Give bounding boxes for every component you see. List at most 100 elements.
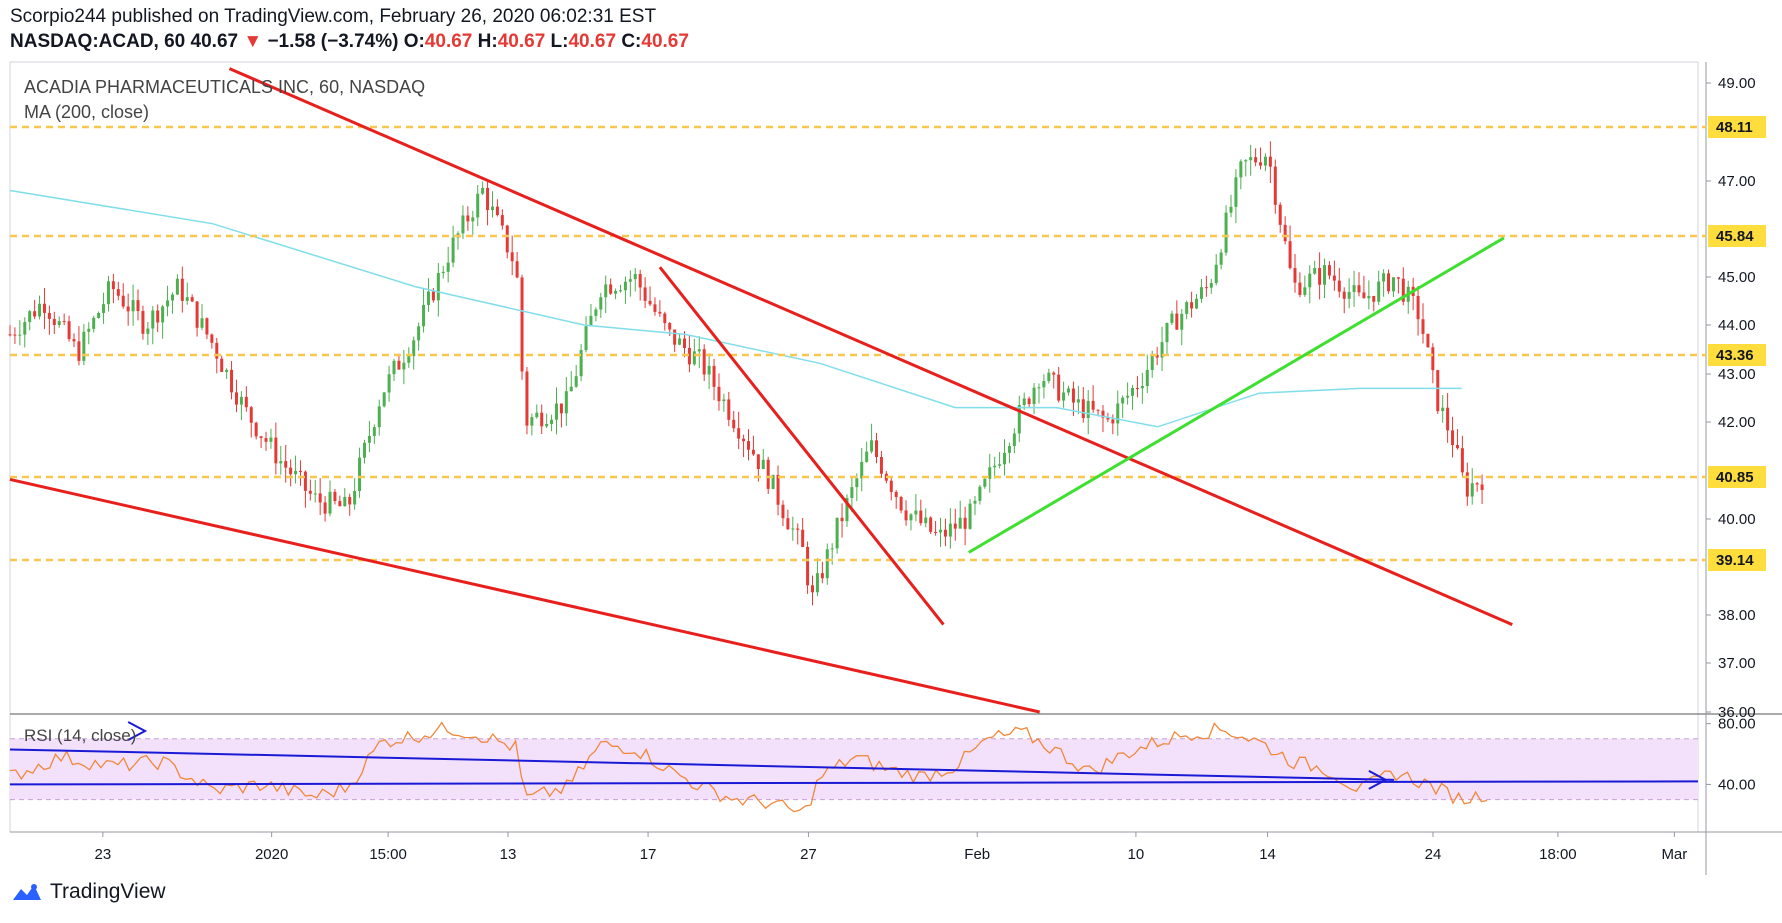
- candle-body: [1195, 298, 1199, 309]
- candle-body: [1460, 448, 1464, 473]
- candle-body: [436, 273, 440, 301]
- candle-body: [47, 312, 51, 319]
- candle-body: [131, 300, 135, 312]
- candle-body: [899, 497, 903, 511]
- candle-body: [205, 318, 209, 335]
- candle-body: [756, 454, 760, 470]
- candle-body: [486, 187, 490, 211]
- candle-body: [1042, 381, 1046, 388]
- rsi-trendline: [9, 748, 1395, 781]
- price-tick-label: 38.00: [1718, 607, 1756, 624]
- candle-body: [628, 279, 632, 282]
- level-price-badge: [1708, 225, 1766, 247]
- candle-body: [57, 321, 61, 325]
- candle-body: [97, 312, 101, 318]
- candle-body: [1185, 302, 1189, 314]
- candle-body: [402, 362, 406, 370]
- candle-body: [249, 407, 253, 423]
- price-tick-label: 36.00: [1718, 704, 1756, 721]
- candle-body: [239, 396, 243, 405]
- candle-body: [815, 573, 819, 593]
- open-value: 40.67: [424, 31, 473, 52]
- candle-body: [441, 271, 445, 274]
- candle-body: [993, 465, 997, 468]
- low-value: 40.67: [568, 31, 617, 52]
- candle-body: [1244, 160, 1248, 162]
- candle-body: [870, 440, 874, 452]
- candle-body: [116, 289, 120, 296]
- candle-body: [106, 281, 110, 305]
- candle-body: [387, 374, 391, 393]
- candle-body: [377, 406, 381, 428]
- ma-legend: MA (200, close): [24, 102, 149, 122]
- price-chart[interactable]: 49.00 47.00 45.00 44.00 43.00 42.00 40.00 38.00…: [0, 0, 1782, 880]
- price-tick-label: 47.00: [1718, 173, 1756, 190]
- candle-body: [62, 321, 66, 323]
- candle-body: [476, 193, 480, 218]
- candle-body: [1347, 291, 1351, 299]
- candle-body: [42, 303, 46, 313]
- rsi-tick-label: 40.00: [1718, 776, 1756, 793]
- candle-body: [820, 573, 824, 579]
- candle-body: [1239, 161, 1243, 178]
- candle-body: [1071, 388, 1075, 403]
- candle-body: [1337, 280, 1341, 292]
- candle-body: [18, 334, 22, 336]
- price-tick-label: 37.00: [1718, 655, 1756, 672]
- candle-body: [687, 347, 691, 365]
- tradingview-brand: TradingView: [50, 880, 166, 903]
- candle-body: [1377, 281, 1381, 302]
- candle-body: [835, 517, 839, 549]
- candle-body: [806, 546, 810, 586]
- candle-body: [1047, 372, 1051, 382]
- candle-body: [200, 318, 204, 328]
- candle-body: [161, 306, 165, 323]
- candle-body: [1086, 400, 1090, 419]
- candle-body: [1037, 387, 1041, 389]
- candle-body: [702, 349, 706, 375]
- candle-body: [1441, 407, 1445, 412]
- candle-body: [446, 262, 450, 272]
- candle-body: [796, 528, 800, 530]
- candle-body: [392, 360, 396, 375]
- candle-body: [294, 470, 298, 475]
- candle-body: [584, 326, 588, 351]
- candle-body: [1096, 409, 1100, 411]
- close-value: 40.67: [641, 31, 689, 52]
- time-tick-label: 17: [640, 846, 657, 863]
- candle-body: [929, 517, 933, 532]
- candle-body: [722, 399, 726, 402]
- candle-body: [614, 290, 618, 294]
- candle-body: [146, 328, 150, 334]
- candle-body: [82, 331, 86, 361]
- candle-body: [939, 529, 943, 533]
- candle-body: [1254, 157, 1258, 163]
- candle-body: [461, 215, 465, 234]
- candle-body: [914, 510, 918, 515]
- candle-body: [988, 467, 992, 479]
- candle-body: [1308, 273, 1312, 288]
- candle-body: [1219, 252, 1223, 265]
- candle-body: [1057, 374, 1061, 401]
- candle-body: [180, 278, 184, 301]
- candle-body: [1003, 452, 1007, 465]
- candle-body: [776, 474, 780, 505]
- candle-body: [38, 303, 42, 317]
- candle-body: [1007, 446, 1011, 453]
- tradingview-logo[interactable]: TradingView: [10, 880, 166, 904]
- price-tick-label: 40.00: [1718, 511, 1756, 528]
- red-trendline: [228, 67, 1513, 626]
- candle-body: [175, 278, 179, 295]
- time-tick-label: 18:00: [1539, 846, 1577, 863]
- candle-body: [259, 436, 263, 439]
- candle-body: [1012, 433, 1016, 447]
- candle-body: [904, 510, 908, 521]
- red-trendline: [658, 266, 945, 626]
- candle-body: [1052, 372, 1056, 375]
- candle-body: [1017, 404, 1021, 434]
- candle-body: [850, 487, 854, 498]
- candle-body: [308, 490, 312, 494]
- candle-body: [564, 391, 568, 414]
- candle-body: [284, 461, 288, 468]
- candle-body: [717, 386, 721, 402]
